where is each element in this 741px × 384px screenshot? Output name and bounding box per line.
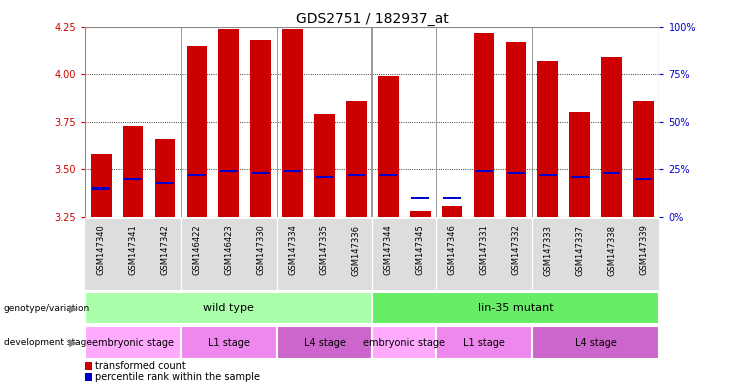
Bar bbox=[571, 176, 588, 178]
Bar bbox=[250, 40, 271, 217]
Text: transformed count: transformed count bbox=[96, 361, 186, 371]
Bar bbox=[601, 57, 622, 217]
Text: GSM147330: GSM147330 bbox=[256, 225, 265, 275]
Bar bbox=[314, 114, 335, 217]
Bar bbox=[219, 29, 239, 217]
Bar bbox=[282, 29, 303, 217]
Text: GSM147340: GSM147340 bbox=[96, 225, 106, 275]
Text: GSM147331: GSM147331 bbox=[479, 225, 488, 275]
Bar bbox=[537, 61, 558, 217]
Bar bbox=[181, 326, 276, 359]
Text: GSM146422: GSM146422 bbox=[193, 225, 202, 275]
Bar bbox=[348, 174, 365, 176]
Bar bbox=[187, 46, 207, 217]
Bar bbox=[346, 101, 367, 217]
Text: GSM147339: GSM147339 bbox=[639, 225, 648, 275]
Bar bbox=[124, 178, 142, 180]
Bar bbox=[505, 42, 526, 217]
Text: GSM146423: GSM146423 bbox=[225, 225, 233, 275]
Title: GDS2751 / 182937_at: GDS2751 / 182937_at bbox=[296, 12, 449, 26]
Text: L4 stage: L4 stage bbox=[304, 338, 345, 348]
Bar bbox=[155, 139, 176, 217]
Text: development stage: development stage bbox=[4, 338, 92, 347]
Text: lin-35 mutant: lin-35 mutant bbox=[478, 303, 554, 313]
Bar bbox=[473, 33, 494, 217]
Bar bbox=[85, 372, 93, 381]
Text: genotype/variation: genotype/variation bbox=[4, 304, 90, 313]
Bar bbox=[507, 172, 525, 174]
Bar bbox=[633, 101, 654, 217]
Text: GSM147335: GSM147335 bbox=[320, 225, 329, 275]
Bar bbox=[539, 174, 556, 176]
Bar bbox=[378, 76, 399, 217]
Text: ▶: ▶ bbox=[70, 338, 78, 348]
Bar bbox=[603, 172, 620, 174]
Text: GSM147333: GSM147333 bbox=[543, 225, 552, 276]
Bar bbox=[372, 326, 436, 359]
Text: wild type: wild type bbox=[203, 303, 254, 313]
Bar bbox=[252, 172, 270, 174]
Bar bbox=[188, 174, 206, 176]
Bar bbox=[284, 170, 302, 172]
Text: ▶: ▶ bbox=[70, 303, 78, 313]
Bar bbox=[442, 205, 462, 217]
Text: GSM147344: GSM147344 bbox=[384, 225, 393, 275]
Bar bbox=[123, 126, 144, 217]
Bar bbox=[91, 154, 112, 217]
Bar bbox=[411, 197, 429, 199]
Text: GSM147336: GSM147336 bbox=[352, 225, 361, 276]
Text: L4 stage: L4 stage bbox=[575, 338, 617, 348]
Bar bbox=[276, 326, 372, 359]
Text: GSM147346: GSM147346 bbox=[448, 225, 456, 275]
Bar bbox=[635, 178, 652, 180]
Text: L1 stage: L1 stage bbox=[207, 338, 250, 348]
Bar bbox=[379, 174, 397, 176]
Bar bbox=[443, 197, 461, 199]
Text: percentile rank within the sample: percentile rank within the sample bbox=[96, 372, 260, 382]
Bar bbox=[410, 211, 431, 217]
Bar bbox=[220, 170, 238, 172]
Bar bbox=[475, 170, 493, 172]
Bar bbox=[85, 362, 93, 371]
Text: GSM147342: GSM147342 bbox=[161, 225, 170, 275]
Text: embryonic stage: embryonic stage bbox=[363, 338, 445, 348]
Text: GSM147338: GSM147338 bbox=[607, 225, 616, 276]
Bar bbox=[372, 292, 659, 324]
Bar bbox=[569, 113, 590, 217]
Text: embryonic stage: embryonic stage bbox=[92, 338, 174, 348]
Text: GSM147334: GSM147334 bbox=[288, 225, 297, 275]
Text: GSM147332: GSM147332 bbox=[511, 225, 520, 275]
Bar bbox=[156, 182, 174, 184]
Bar bbox=[316, 176, 333, 178]
Bar bbox=[436, 326, 532, 359]
Text: GSM147345: GSM147345 bbox=[416, 225, 425, 275]
Bar bbox=[85, 292, 372, 324]
Bar bbox=[93, 187, 110, 190]
Text: L1 stage: L1 stage bbox=[463, 338, 505, 348]
Bar bbox=[85, 326, 181, 359]
Text: GSM147341: GSM147341 bbox=[129, 225, 138, 275]
Bar bbox=[532, 326, 659, 359]
Text: GSM147337: GSM147337 bbox=[575, 225, 584, 276]
